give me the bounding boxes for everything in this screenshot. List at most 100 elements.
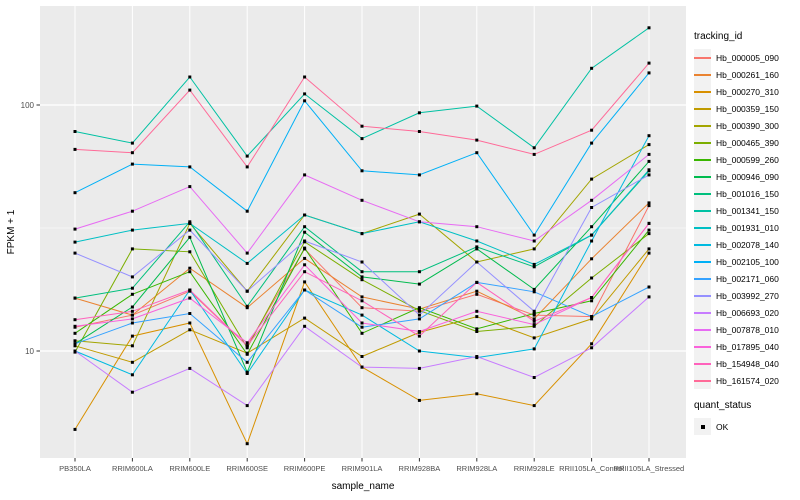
data-point [245,261,249,265]
legend-key-swatch [694,185,711,202]
data-point [475,309,479,313]
tracking-id-legend-list: Hb_000005_090 Hb_000261_160 Hb_000270_310 H… [694,49,798,389]
legend-item-Hb_000599_260: Hb_000599_260 [694,151,798,168]
data-point [73,130,77,133]
legend-key-swatch [694,219,711,236]
legend-key-swatch [694,321,711,338]
data-point [590,257,594,261]
legend-key-line-icon [694,73,711,76]
data-point [590,299,594,303]
data-point [417,220,421,224]
legend-key-swatch [694,338,711,355]
data-point [590,342,594,346]
data-point [475,280,479,284]
data-point [532,265,536,269]
legend-key-line-icon [694,311,711,314]
data-point [475,330,479,333]
legend-key-line-icon [694,192,711,195]
data-point [130,373,134,377]
data-point [532,313,536,317]
data-point [303,239,307,243]
data-point [417,330,421,333]
legend-key-swatch [694,134,711,151]
legend-key-line-icon [694,175,711,178]
legend-item-Hb_001341_150: Hb_001341_150 [694,202,798,219]
data-point [360,275,364,279]
legend-key-line-icon [694,277,711,280]
data-point [647,247,651,251]
legend-key-swatch [694,287,711,304]
data-point [590,346,594,350]
data-point [245,404,249,408]
data-point [590,206,594,209]
data-point [245,352,249,356]
data-point [360,365,364,369]
legend-item-Hb_000270_310: Hb_000270_310 [694,83,798,100]
data-point [532,376,536,379]
data-point [647,221,651,225]
legend-label: Hb_001016_150 [716,188,779,199]
data-point [73,227,77,231]
data-point [130,334,134,338]
data-point [73,342,77,346]
data-point [360,306,364,310]
data-point [475,327,479,331]
legend-label: Hb_000359_150 [716,103,779,114]
data-point [303,288,307,292]
data-point [245,344,249,348]
x-axis-title: sample_name [332,481,395,492]
legend-key-line-icon [694,158,711,161]
data-point [130,275,134,279]
x-tick-label: RRIM928LA [456,464,497,473]
x-tick-label: RRII105LA_Control [559,464,624,473]
data-point [475,292,479,296]
data-point [417,173,421,177]
data-point [360,278,364,282]
data-point [73,251,77,255]
data-point [188,165,192,169]
x-tick-label: RRIM928BA [399,464,441,473]
data-point [303,75,307,79]
data-point [303,213,307,217]
legend-label: Hb_003992_270 [716,290,779,301]
data-point [360,198,364,202]
quant-status-legend: quant_status OK [694,400,798,435]
data-point [475,104,479,108]
data-point [130,360,134,364]
data-point [532,146,536,150]
data-point [590,296,594,299]
legend-key-swatch [694,304,711,321]
data-point [73,296,77,300]
legend-label: Hb_002078_140 [716,239,779,250]
data-point [647,251,651,255]
data-point [590,276,594,280]
data-point [245,442,249,446]
legend-key-swatch [694,66,711,83]
data-point [130,162,134,166]
data-point [647,204,651,208]
data-point [303,225,307,229]
legend-key-swatch [694,117,711,134]
data-point [130,390,134,394]
data-point [303,324,307,328]
data-point [590,233,594,237]
data-point [73,318,77,322]
data-point [532,239,536,243]
legend-item-Hb_000359_150: Hb_000359_150 [694,100,798,117]
data-point [73,331,77,335]
data-point [245,346,249,350]
data-point [475,138,479,142]
legend-label: Hb_000599_260 [716,154,779,165]
data-point [417,349,421,353]
legend-item-Hb_003992_270: Hb_003992_270 [694,287,798,304]
data-point [475,245,479,249]
legend-key-line-icon [694,56,711,59]
data-point [130,344,134,348]
data-point [360,124,364,128]
y-tick-label: 100 [21,101,35,110]
data-point [303,230,307,234]
data-point [303,270,307,274]
legend-item-ok: OK [694,418,798,435]
